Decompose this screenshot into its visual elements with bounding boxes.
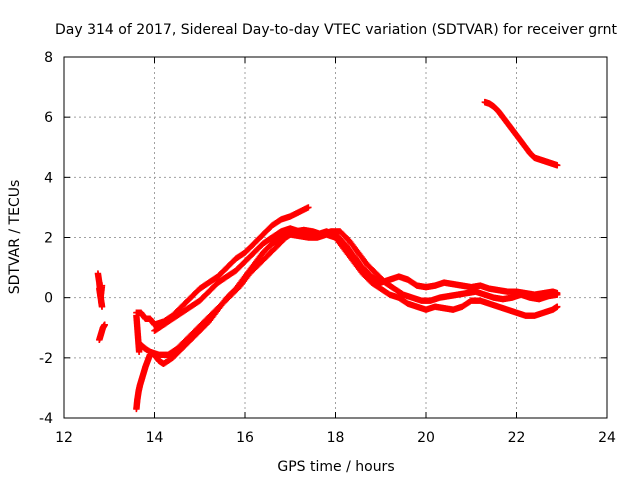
x-tick-label: 14	[146, 430, 164, 446]
y-tick-label: 8	[44, 50, 53, 66]
y-tick-label: 4	[44, 170, 53, 186]
y-axis-label: SDTVAR / TECUs	[7, 180, 23, 295]
series-track-d	[133, 351, 154, 413]
y-tick-label: 2	[44, 231, 53, 247]
data-point	[135, 348, 143, 356]
data-point	[554, 289, 561, 297]
data-point	[101, 321, 108, 328]
data-points	[94, 98, 561, 413]
y-tick-label: -4	[39, 411, 53, 427]
series-track-c	[96, 282, 106, 301]
y-tick-label: 6	[44, 110, 53, 126]
series-track-b	[96, 321, 108, 343]
series-track-i	[151, 225, 561, 334]
x-tick-label: 16	[236, 430, 254, 446]
data-point	[305, 204, 312, 211]
data-point	[554, 303, 561, 310]
chart-title: Day 314 of 2017, Sidereal Day-to-day VTE…	[55, 22, 617, 38]
x-tick-label: 12	[55, 430, 73, 446]
y-tick-label: 0	[44, 291, 53, 307]
x-tick-label: 24	[598, 430, 616, 446]
y-tick-label: -2	[39, 351, 53, 367]
x-tick-label: 20	[417, 430, 435, 446]
series-track-j	[481, 98, 561, 169]
x-tick-label: 22	[508, 430, 526, 446]
data-point	[98, 282, 106, 289]
tick-marks	[63, 56, 608, 419]
x-axis-label: GPS time / hours	[277, 459, 394, 475]
x-tick-label: 18	[327, 430, 345, 446]
data-point	[554, 162, 561, 169]
data-point	[98, 303, 106, 310]
